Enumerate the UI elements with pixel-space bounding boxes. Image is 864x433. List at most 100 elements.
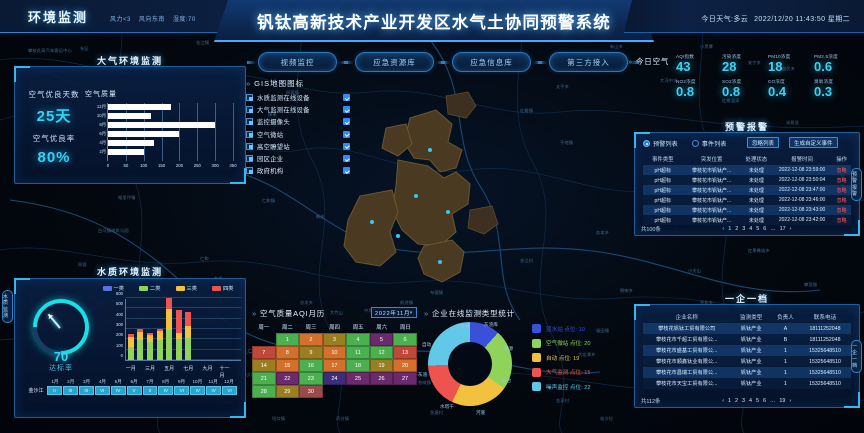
calendar-day-cell[interactable]: 10	[322, 346, 347, 359]
legend-item[interactable]: 一类	[102, 285, 124, 292]
page-number[interactable]: …	[769, 398, 776, 404]
calendar-day-cell[interactable]: 14	[252, 359, 276, 372]
layer-checkbox[interactable]	[343, 94, 350, 101]
calendar-day-cell[interactable]: 12	[369, 346, 394, 359]
calendar-day-cell[interactable]: 26	[369, 372, 394, 385]
layer-checkbox[interactable]	[343, 118, 350, 126]
layer-checkbox[interactable]	[343, 142, 350, 150]
cell-action[interactable]: 忽略	[836, 177, 847, 184]
table-row[interactable]: 攀枝花市天宝工贸有限公... 钒钛产业 1 15325648510	[643, 378, 851, 389]
create-custom-event-button[interactable]: 生成自定义事件	[789, 137, 838, 148]
nav-emergency-resources[interactable]: 应急资源库	[344, 52, 434, 72]
next-page-icon[interactable]: ›	[789, 226, 792, 232]
cell-action[interactable]: 忽略	[836, 167, 847, 174]
gis-layer-item[interactable]: 政府机构	[246, 166, 350, 175]
table-row[interactable]: pH超标 攀枝花市钒钛产... 未处理 2022-12-08 23:46:00 忽略	[643, 195, 851, 205]
donut-legend-item[interactable]: 大气监测 点位: 15	[532, 367, 590, 377]
table-row[interactable]: pH超标 攀枝花市钒钛产... 未处理 2022-12-08 23:42:00 忽略	[643, 215, 851, 225]
legend-item[interactable]: 四类	[212, 285, 233, 292]
page-number[interactable]: 2	[734, 398, 738, 404]
table-row[interactable]: pH超标 攀枝花市钒钛产... 未处理 2022-12-08 23:47:00 忽略	[643, 185, 851, 195]
calendar-day-cell[interactable]: 5	[369, 333, 394, 346]
page-number[interactable]: 5	[756, 226, 760, 232]
table-row[interactable]: 攀枝花市顺鑫钛业有限公... 钒钛产业 1 15325648510	[643, 356, 851, 367]
page-number[interactable]: 6	[762, 398, 766, 404]
gis-layer-item[interactable]: 园区企业	[246, 154, 350, 163]
calendar-day-cell[interactable]: 3	[322, 333, 347, 346]
legend-item[interactable]: 二类	[139, 285, 160, 292]
gis-layer-item[interactable]: 高空瞭望站	[246, 142, 350, 151]
calendar-day-cell[interactable]: 7	[252, 346, 276, 359]
table-row[interactable]: pH超标 攀枝花市钒钛产... 未处理 2022-12-08 23:59:00 忽略	[643, 165, 851, 175]
gis-layer-item[interactable]: 大气监测在线设备	[246, 105, 350, 114]
table-row[interactable]: 攀枝花钒钛工贸有限公司 钒钛产业 A 18111252048	[643, 323, 851, 334]
alarm-page-numbers[interactable]: ‹ 1 2 3 4 5 6… 17 ›	[661, 226, 853, 232]
page-number[interactable]: 4	[749, 226, 753, 232]
alarm-side-tab[interactable]: 预警报警	[851, 168, 862, 201]
prev-page-icon[interactable]: ‹	[722, 398, 724, 404]
calendar-day-cell[interactable]: 1	[275, 333, 300, 346]
month-select[interactable]: 2022年11月 ▾	[371, 307, 417, 318]
calendar-day-cell[interactable]: 11	[346, 346, 370, 359]
calendar-day-cell[interactable]: 8	[275, 346, 300, 359]
calendar-day-cell[interactable]: 2	[299, 333, 323, 346]
calendar-day-cell[interactable]: 16	[299, 359, 323, 372]
page-number[interactable]: 19	[779, 398, 786, 404]
donut-legend-item[interactable]: 空气微站 点位: 20	[532, 338, 590, 348]
page-number[interactable]: 1	[728, 226, 732, 232]
calendar-day-cell[interactable]: 25	[346, 372, 370, 385]
table-row[interactable]: 攀枝花市昌瑞工贸有限公... 钒钛产业 1 15325648510	[643, 367, 851, 378]
calendar-day-cell[interactable]: 22	[275, 372, 300, 385]
layer-checkbox[interactable]	[343, 154, 350, 162]
calendar-day-cell[interactable]: 17	[322, 359, 347, 372]
page-number[interactable]: 5	[755, 398, 759, 404]
calendar-day-cell[interactable]: 15	[275, 359, 300, 372]
donut-legend-item[interactable]: 自动 点位: 19	[532, 353, 590, 362]
nav-emergency-info[interactable]: 应急信息库	[441, 52, 531, 72]
table-row[interactable]: 攀枝花市千超工贸有限公... 钒钛产业 B 18111252048	[643, 334, 851, 345]
cell-action[interactable]: 忽略	[836, 187, 847, 194]
page-number[interactable]: 3	[742, 226, 746, 232]
calendar-day-cell[interactable]: 24	[322, 372, 347, 385]
ignore-list-button[interactable]: 忽略列表	[747, 137, 780, 148]
page-number[interactable]: 3	[741, 398, 745, 404]
cell-action[interactable]: 忽略	[836, 207, 847, 214]
calendar-day-cell[interactable]: 6	[393, 333, 417, 346]
radio-alarm-list[interactable]: 预警列表	[643, 139, 678, 148]
page-number[interactable]: 1	[727, 398, 731, 404]
radio-event-list[interactable]: 事件列表	[691, 139, 727, 148]
table-row[interactable]: pH超标 攀枝花市钒钛产... 未处理 2022-12-08 23:50:04 忽略	[643, 175, 851, 185]
page-number[interactable]: 4	[748, 398, 752, 404]
page-number[interactable]: …	[770, 226, 776, 232]
donut-legend-item[interactable]: 噪声监控 点位: 22	[532, 382, 590, 391]
cell-action[interactable]: 忽略	[836, 197, 847, 204]
layer-checkbox[interactable]	[343, 167, 350, 175]
calendar-day-cell[interactable]: 29	[275, 385, 300, 398]
nav-third-party-access[interactable]: 第三方接入	[538, 52, 628, 72]
donut-legend-item[interactable]: 蓝水站 点位: 10	[532, 324, 590, 333]
nav-video-monitor[interactable]: 视频监控	[247, 52, 337, 72]
layer-checkbox[interactable]	[343, 130, 350, 138]
prev-page-icon[interactable]: ‹	[722, 226, 725, 232]
water-monitor-side-tab[interactable]: 水质监测	[2, 290, 13, 323]
next-page-icon[interactable]: ›	[789, 398, 792, 404]
calendar-day-cell[interactable]: 20	[393, 359, 417, 372]
calendar-day-cell[interactable]: 28	[252, 385, 276, 398]
company-side-tab[interactable]: 一企一档	[851, 340, 862, 373]
gis-layer-item[interactable]: 空气微站	[246, 130, 350, 139]
calendar-day-cell[interactable]: 4	[346, 333, 370, 346]
calendar-day-cell[interactable]: 23	[299, 372, 323, 385]
company-page-numbers[interactable]: ‹ 1 2 3 4 5 6… 19 ›	[660, 398, 853, 404]
table-row[interactable]: 攀枝花市盛基工贸有限公... 钒钛产业 1 15325648510	[643, 345, 851, 356]
calendar-day-cell[interactable]: 27	[393, 372, 417, 385]
calendar-day-cell[interactable]: 9	[299, 346, 323, 359]
legend-item[interactable]: 三类	[175, 285, 197, 292]
page-number[interactable]: 2	[735, 226, 739, 232]
calendar-day-cell[interactable]: 18	[346, 359, 370, 372]
cell-action[interactable]: 忽略	[836, 217, 847, 224]
layer-checkbox[interactable]	[343, 106, 350, 114]
gis-layer-item[interactable]: 水质监测在线设备	[246, 93, 350, 102]
gis-layer-item[interactable]: 监控摄像头	[246, 117, 350, 126]
calendar-day-cell[interactable]: 30	[299, 385, 323, 398]
calendar-day-cell[interactable]: 21	[252, 372, 276, 385]
